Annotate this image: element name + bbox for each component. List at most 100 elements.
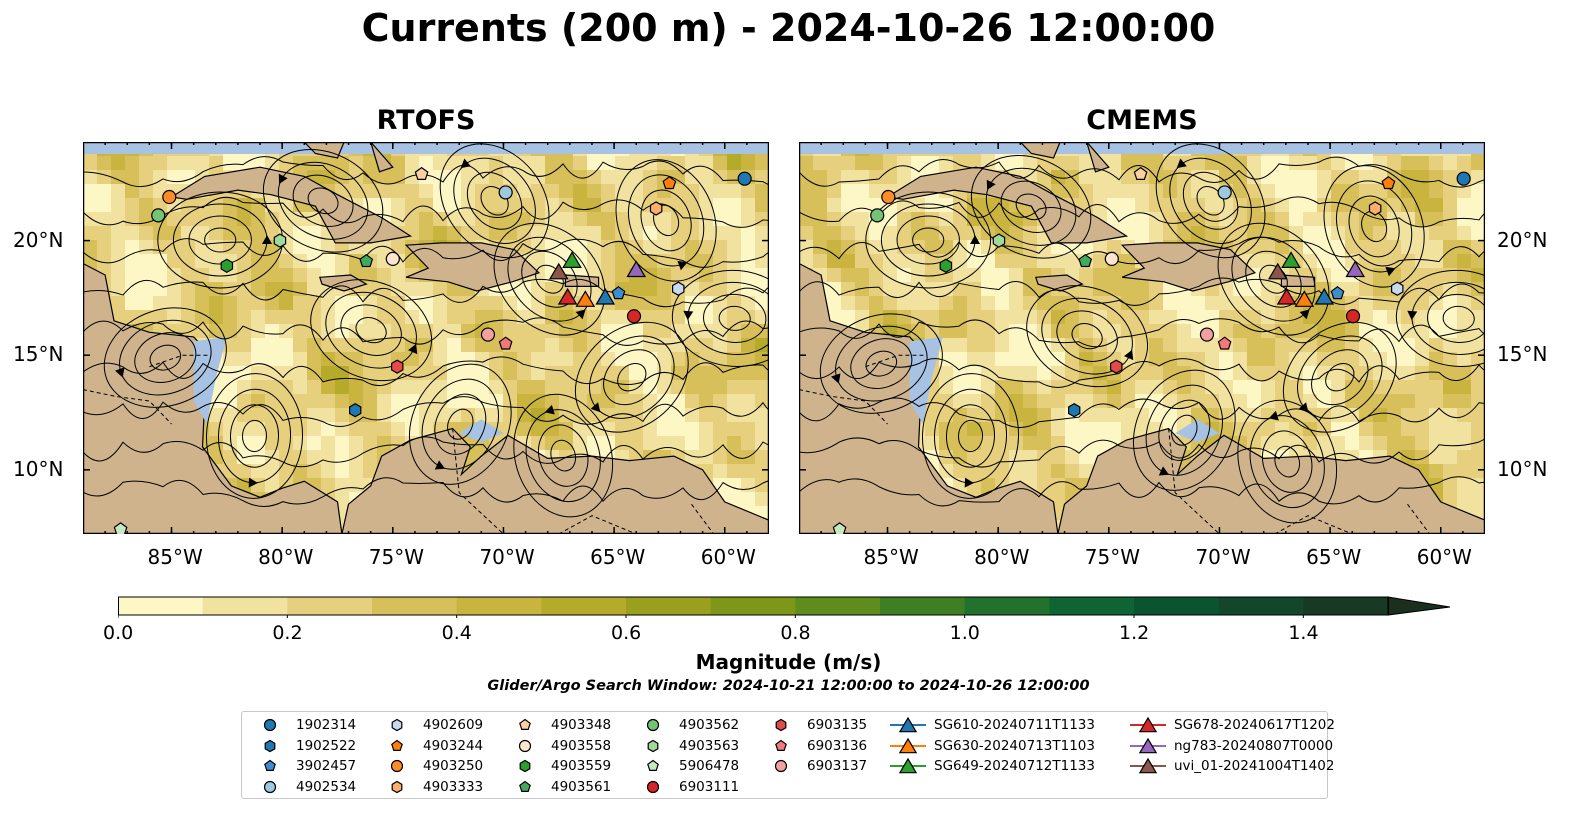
lon-tick-label: 70°W	[1195, 545, 1251, 569]
legend-marker	[264, 759, 276, 771]
platform-marker-6903137	[1199, 327, 1215, 342]
legend-label: 4903563	[679, 737, 740, 754]
legend-label: 6903136	[807, 737, 868, 754]
legend-marker	[391, 718, 403, 732]
legend-label: 4903558	[551, 737, 612, 754]
legend-label: 4903250	[423, 758, 484, 774]
legend-marker	[519, 718, 531, 730]
platform-marker-4903561	[359, 253, 374, 268]
colorbar-tick-label: 0.0	[103, 622, 134, 644]
platform-marker-4903348	[1133, 166, 1148, 181]
cmems-map[interactable]	[799, 142, 1485, 534]
legend-label: 4902609	[423, 717, 484, 733]
platform-marker-SG649-20240712T1133	[1281, 251, 1301, 268]
legend-marker	[263, 718, 277, 732]
colorbar-segment	[456, 597, 542, 615]
platform-marker-5906478	[832, 522, 847, 534]
colorbar-segment	[795, 597, 881, 615]
lon-tick-label: 85°W	[863, 545, 919, 569]
lon-tick-label: 85°W	[147, 545, 203, 569]
lon-tick-label: 80°W	[258, 545, 314, 569]
legend-marker	[890, 737, 926, 753]
platform-marker-6903135	[1110, 359, 1123, 374]
colorbar-segment	[202, 597, 288, 615]
platform-marker-4902609	[671, 281, 685, 296]
legend-marker	[774, 759, 788, 773]
legend-label: 6903135	[807, 717, 868, 733]
legend-marker	[519, 759, 531, 773]
legend-marker	[264, 739, 276, 752]
platform-marker-SG630-20240713T1103	[1294, 290, 1315, 307]
legend-label: 4903561	[551, 778, 612, 795]
lat-tick-label-right: 20°N	[1497, 227, 1548, 252]
lat-tick-label-right: 15°N	[1497, 342, 1548, 367]
colorbar-segment	[372, 597, 458, 615]
platform-marker-4903348	[414, 166, 429, 181]
platform-marker-4903559	[220, 258, 234, 273]
legend-marker	[518, 739, 532, 752]
legend-label: 4903559	[551, 758, 612, 774]
colorbar-segment	[1303, 597, 1389, 615]
platform-marker-4903250	[162, 189, 177, 205]
lon-tick-label: 65°W	[1306, 545, 1362, 569]
platform-marker-SG610-20240711T1133	[595, 287, 616, 305]
lon-tick-label: 60°W	[1416, 545, 1472, 569]
lon-tick-label: 70°W	[479, 545, 535, 569]
lon-tick-label: 60°W	[700, 545, 756, 569]
platform-marker-4902534	[498, 185, 513, 200]
colorbar-tick-label: 0.2	[272, 622, 303, 644]
colorbar-segment	[541, 597, 627, 615]
platform-marker-4903563	[273, 233, 287, 248]
platform-marker-4903244	[1381, 176, 1396, 190]
colorbar-segment	[1049, 597, 1135, 615]
colorbar-tick-label: 0.8	[780, 622, 811, 644]
platform-marker-SG610-20240711T1133	[1314, 287, 1335, 305]
colorbar-title: Magnitude (m/s)	[695, 650, 882, 674]
platform-marker-1902314	[1456, 171, 1471, 186]
platform-marker-6903135	[391, 359, 404, 374]
rtofs-map[interactable]	[83, 142, 769, 534]
search-window-note: Glider/Argo Search Window: 2024-10-21 12…	[487, 678, 1090, 694]
lat-tick-label-left: 15°N	[13, 342, 64, 367]
platform-marker-uvi_01-20241004T1402	[548, 262, 569, 280]
legend-marker	[890, 716, 926, 733]
lon-tick-label: 75°W	[1084, 545, 1141, 569]
colorbar-tick-label: 1.2	[1119, 622, 1150, 644]
lat-tick-label-left: 10°N	[13, 456, 64, 481]
legend-label: 5906478	[679, 758, 740, 774]
platform-marker-ng783-20240807T0000	[1345, 260, 1366, 278]
platform-marker-4903333	[649, 201, 663, 216]
legend-label: 4903348	[551, 717, 612, 733]
legend-label: SG649-20240712T1133	[934, 758, 1095, 774]
platform-marker-1902522	[349, 403, 362, 418]
platform-marker-4903562	[151, 208, 166, 223]
platform-marker-4902534	[1217, 185, 1232, 200]
lon-tick-label: 65°W	[590, 545, 646, 569]
legend-marker	[647, 739, 659, 752]
lon-tick-label: 75°W	[368, 545, 425, 569]
platform-marker-3902457	[1330, 286, 1345, 300]
platform-marker-3902457	[611, 286, 626, 300]
colorbar-tick-label: 1.4	[1288, 622, 1319, 644]
platform-marker-SG630-20240713T1103	[575, 290, 596, 307]
panel-title-cmems: CMEMS	[1086, 105, 1198, 136]
platform-marker-5906478	[113, 522, 128, 534]
platform-marker-SG649-20240712T1133	[562, 251, 582, 268]
platform-marker-ng783-20240807T0000	[626, 260, 647, 278]
colorbar-segment	[880, 597, 966, 615]
colorbar	[118, 596, 1451, 618]
legend-label: SG630-20240713T1103	[934, 737, 1095, 754]
legend-marker	[646, 718, 660, 732]
platform-marker-4903563	[992, 233, 1006, 248]
legend-marker	[1130, 737, 1166, 753]
platform-marker-4903250	[881, 189, 896, 205]
platform-marker-1902522	[1068, 403, 1081, 418]
legend-label: 4902534	[296, 778, 357, 795]
platform-marker-6903111	[1345, 309, 1361, 324]
legend-label: 6903111	[679, 778, 740, 795]
colorbar-tick-label: 0.6	[611, 622, 642, 644]
legend-label: 6903137	[807, 758, 868, 774]
legend-label: 3902457	[296, 758, 357, 774]
colorbar-segment	[964, 597, 1050, 615]
legend-marker	[263, 780, 277, 793]
